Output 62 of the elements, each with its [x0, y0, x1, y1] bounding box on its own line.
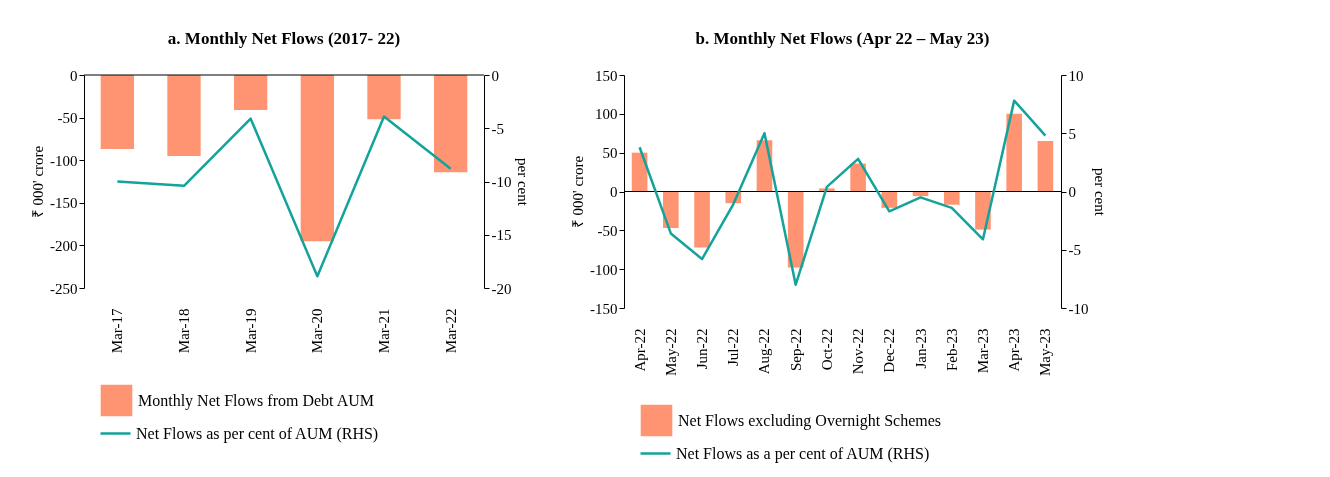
- x-tick-label: May-22: [662, 328, 679, 376]
- y-tick-label: -50: [597, 222, 618, 239]
- x-tick-label: Feb-23: [943, 328, 960, 371]
- x-tick-label: Mar-19: [242, 308, 259, 354]
- bar: [663, 191, 679, 228]
- legend-label: Net Flows excluding Overnight Schemes: [678, 411, 942, 430]
- line-series: [116, 115, 452, 278]
- x-tick-label: Jan-23: [912, 328, 929, 369]
- y-tick-label: 0: [70, 67, 78, 84]
- x-tick-label: Sep-22: [787, 328, 804, 371]
- legend-label: Net Flows as a per cent of AUM (RHS): [676, 444, 930, 463]
- legend-label: Monthly Net Flows from Debt AUM: [138, 391, 374, 410]
- y-tick-label: 0: [610, 184, 618, 200]
- bar: [787, 191, 804, 268]
- x-tick-label: Dec-22: [881, 328, 898, 373]
- y-tick-label: -100: [590, 261, 618, 278]
- x-tick-label: May-23: [1037, 328, 1054, 376]
- y2-tick-label: -15: [491, 227, 512, 244]
- y2-tick-label: -10: [1068, 300, 1089, 317]
- bar: [850, 163, 866, 192]
- y-tick-label: -100: [50, 152, 78, 169]
- x-tick-label: Apr-22: [631, 328, 648, 372]
- y2-axis-title: per cent: [1092, 168, 1109, 217]
- y2-tick-label: -10: [491, 174, 512, 190]
- bar: [1037, 141, 1054, 192]
- chart-title: a. Monthly Net Flows (2017- 22): [167, 29, 401, 48]
- y-tick-label: -200: [50, 237, 78, 254]
- y2-tick-label: 10: [1068, 67, 1084, 84]
- y-axis-title: ₹ 000' crore: [30, 145, 46, 219]
- y2-tick-label: -20: [491, 280, 512, 297]
- legend-label: Net Flows as per cent of AUM (RHS): [136, 424, 379, 443]
- x-tick-label: Mar-17: [109, 308, 126, 354]
- x-tick-label: Mar-23: [974, 328, 991, 374]
- x-tick-label: Jun-22: [694, 328, 711, 370]
- y2-tick-label: 0: [1068, 184, 1076, 200]
- line-series: [638, 99, 1047, 286]
- y-axis-title: ₹ 000' crore: [570, 155, 586, 229]
- y-tick-label: -50: [57, 110, 78, 127]
- y-tick-label: -250: [50, 280, 78, 297]
- x-tick-label: Oct-22: [818, 328, 835, 371]
- bar: [694, 191, 710, 248]
- y-tick-label: -150: [50, 195, 78, 212]
- bar: [943, 191, 960, 205]
- x-tick-label: Nov-22: [850, 328, 867, 375]
- x-tick-label: Jul-22: [725, 328, 742, 366]
- y-tick-label: 100: [595, 106, 618, 123]
- y-tick-label: -150: [590, 300, 618, 317]
- x-tick-label: Aug-22: [756, 328, 773, 375]
- y2-tick-label: -5: [1068, 242, 1081, 259]
- y2-tick-label: 0: [491, 67, 499, 84]
- chart-title: b. Monthly Net Flows (Apr 22 – May 23): [695, 29, 990, 48]
- bar: [1006, 113, 1022, 192]
- x-tick-label: Mar-18: [176, 308, 192, 354]
- y-tick-label: 150: [595, 67, 618, 84]
- y2-axis-title: per cent: [515, 158, 532, 207]
- x-tick-label: Apr-23: [1006, 328, 1023, 372]
- x-tick-label: Mar-20: [309, 308, 326, 354]
- y2-tick-label: 5: [1068, 125, 1076, 142]
- y-tick-label: 50: [602, 145, 618, 162]
- y2-tick-label: -5: [491, 120, 504, 137]
- x-tick-label: Mar-22: [442, 308, 459, 354]
- x-tick-label: Mar-21: [376, 308, 392, 354]
